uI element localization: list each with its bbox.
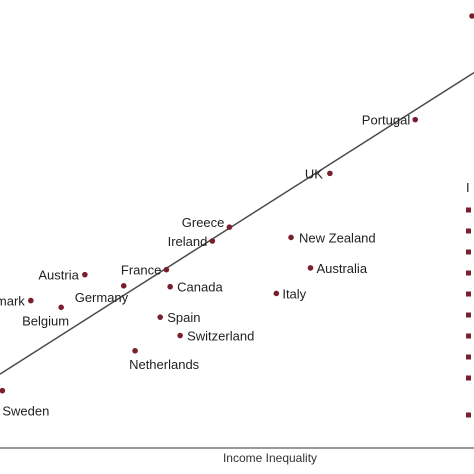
legend-marker [466, 270, 471, 276]
legend-marker [466, 312, 471, 318]
label-austria: Austria [38, 268, 79, 283]
legend-marker [466, 291, 471, 297]
point-germany [120, 283, 127, 289]
point-canada [167, 283, 173, 290]
legend-marker [466, 333, 471, 339]
label-italy: Italy [282, 286, 306, 301]
legend-marker [466, 412, 471, 418]
point-greece [226, 224, 233, 230]
point-italy [273, 290, 280, 297]
label-netherlands: Netherlands [129, 357, 200, 372]
point-austria [82, 271, 88, 278]
x-axis-title: Income Inequality [223, 451, 317, 465]
point-uk [327, 170, 333, 177]
label-france: France [121, 263, 161, 278]
label-greece: Greece [182, 215, 225, 230]
label-belgium: Belgium [22, 313, 69, 328]
point-france [163, 266, 170, 273]
legend-marker [466, 207, 471, 213]
trend-line [0, 71, 474, 375]
legend-marker [466, 354, 471, 360]
data-points: Portugal UK Greece Ireland New Zealand Austra… [0, 113, 419, 419]
point-netherlands [132, 347, 138, 354]
legend-marker [466, 228, 471, 234]
legend-label: I [466, 180, 470, 195]
label-switzerland: Switzerland [187, 329, 254, 344]
point-switzerland [177, 332, 183, 339]
legend-markers [466, 207, 471, 418]
point-new-zealand [288, 234, 294, 241]
label-canada: Canada [177, 280, 223, 295]
legend-marker [466, 375, 471, 381]
label-denmark: Denmark [0, 294, 25, 309]
label-sweden: Sweden [2, 404, 49, 419]
point-spain [157, 314, 164, 320]
legend-marker [466, 249, 471, 255]
label-portugal: Portugal [362, 113, 411, 128]
point-ireland [209, 238, 216, 244]
point-sweden [0, 387, 6, 394]
offscreen-point-marker [469, 13, 474, 19]
point-denmark [28, 297, 34, 304]
point-portugal [412, 116, 419, 123]
label-ireland: Ireland [168, 234, 208, 249]
label-new-zealand: New Zealand [299, 230, 376, 245]
label-spain: Spain [167, 310, 200, 325]
label-germany: Germany [75, 290, 129, 305]
label-australia: Australia [316, 261, 367, 276]
point-belgium [58, 304, 64, 311]
point-australia [307, 265, 314, 271]
label-uk: UK [305, 166, 323, 181]
